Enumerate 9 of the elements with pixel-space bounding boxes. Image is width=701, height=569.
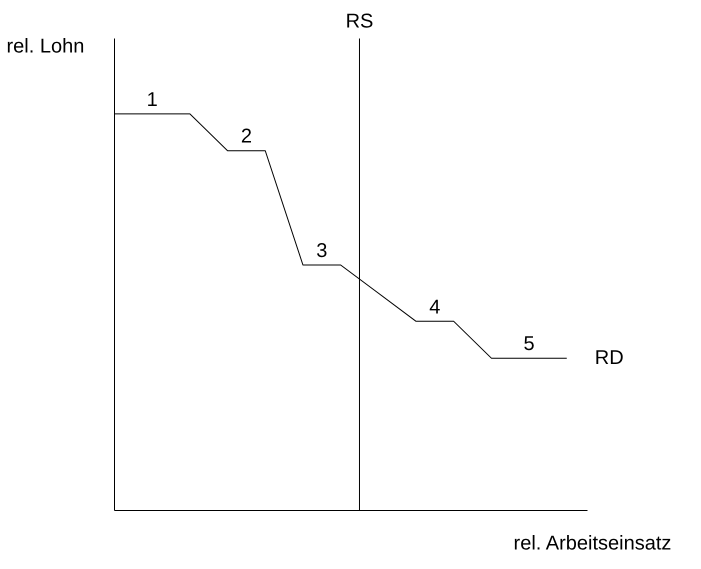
x-axis-title: rel. Arbeitseinsatz [514,532,672,554]
series-label: RD [594,347,624,370]
y-axis-title: rel. Lohn [6,36,84,58]
annotation: 4 [429,296,440,318]
text: 1 [146,88,158,111]
annotation: 5 [524,333,535,356]
annotation: 3 [316,240,328,262]
annotation: 2 [240,126,252,148]
text: RS [346,10,374,32]
